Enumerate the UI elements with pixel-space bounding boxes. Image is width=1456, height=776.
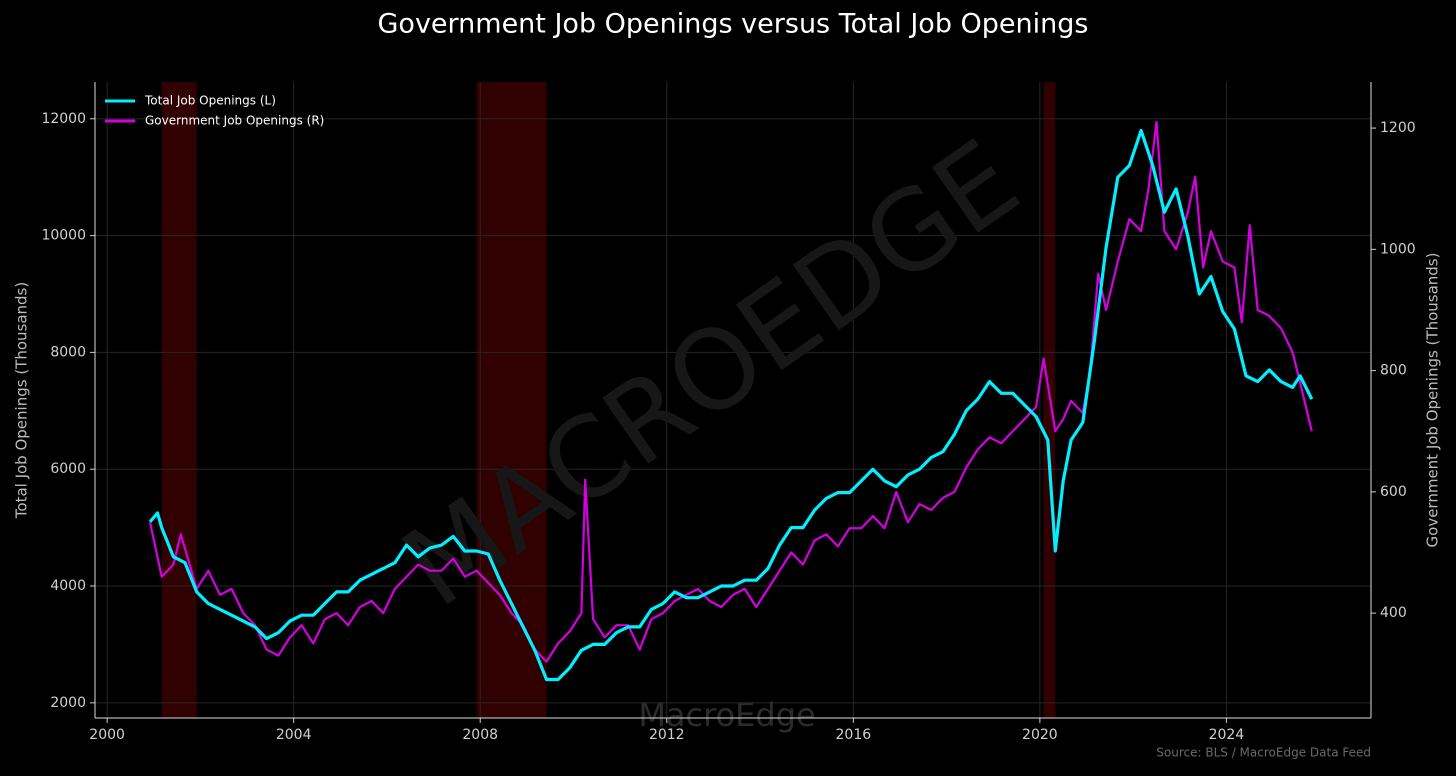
y-tick-label: 8000 bbox=[50, 344, 86, 360]
x-tick-label: 2012 bbox=[649, 727, 685, 743]
recession-band bbox=[161, 82, 197, 718]
recession-band bbox=[476, 82, 547, 718]
y2-tick-label: 400 bbox=[1380, 605, 1407, 621]
y2-tick-label: 600 bbox=[1380, 484, 1407, 500]
y2-tick-label: 800 bbox=[1380, 363, 1407, 379]
y-tick-label: 6000 bbox=[50, 461, 86, 477]
x-tick-label: 2004 bbox=[276, 727, 312, 743]
series-line bbox=[148, 120, 1313, 663]
y2-tick-label: 1200 bbox=[1380, 120, 1416, 136]
y2-tick-label: 1000 bbox=[1380, 241, 1416, 257]
y-tick-label: 12000 bbox=[41, 111, 86, 127]
x-tick-label: 2000 bbox=[89, 727, 125, 743]
x-tick-label: 2024 bbox=[1209, 727, 1245, 743]
legend-label: Total Job Openings (L) bbox=[144, 94, 276, 108]
y2-axis-title: Government Job Openings (Thousands) bbox=[1424, 253, 1442, 548]
source: Source: BLS / MacroEdge Data Feed bbox=[1156, 746, 1371, 760]
x-tick-label: 2016 bbox=[836, 727, 872, 743]
x-tick-label: 2020 bbox=[1022, 727, 1058, 743]
y-tick-label: 4000 bbox=[50, 578, 86, 594]
y-tick-label: 10000 bbox=[41, 228, 86, 244]
y-axis-title: Total Job Openings (Thousands) bbox=[13, 282, 31, 519]
legend-label: Government Job Openings (R) bbox=[145, 114, 324, 128]
chart-title: Government Job Openings versus Total Job… bbox=[378, 9, 1089, 40]
y-tick-label: 2000 bbox=[50, 695, 86, 711]
brand: MacroEdge bbox=[638, 696, 815, 734]
x-tick-label: 2008 bbox=[462, 727, 498, 743]
series-line bbox=[148, 128, 1314, 682]
